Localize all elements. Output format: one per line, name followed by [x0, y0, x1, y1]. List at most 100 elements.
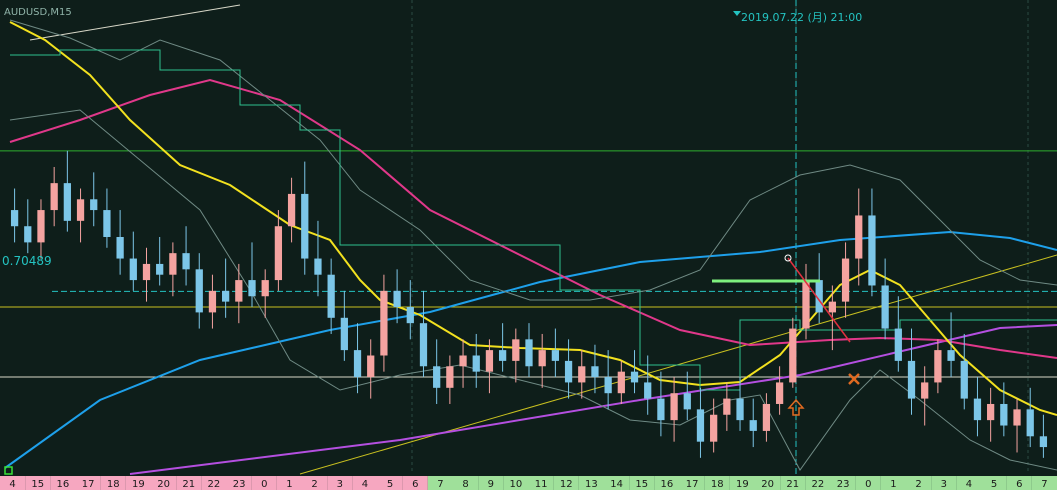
candle-body	[723, 398, 731, 415]
time-axis-cell	[629, 476, 655, 490]
time-axis-cell	[151, 476, 177, 490]
candle-body	[1000, 403, 1008, 426]
time-axis-cell	[704, 476, 730, 490]
candle-body	[815, 280, 823, 313]
time-axis-label: 13	[585, 479, 598, 490]
candle-body	[921, 382, 929, 399]
candle-body	[894, 328, 902, 361]
candle-body	[472, 355, 480, 372]
candle-body	[235, 280, 243, 302]
time-axis-label: 2	[915, 479, 921, 490]
time-axis-label: 18	[107, 479, 120, 490]
time-axis-label: 0	[865, 479, 871, 490]
origin-marker-icon	[4, 466, 13, 475]
candle-body	[169, 253, 177, 275]
time-axis-label: 11	[535, 479, 548, 490]
time-axis-cell	[931, 476, 957, 490]
candle-body	[301, 193, 309, 259]
candle-body	[591, 366, 599, 378]
candle-body	[841, 258, 850, 302]
time-axis-label: 22	[208, 479, 221, 490]
candle-body	[762, 403, 771, 431]
time-axis-cell	[679, 476, 705, 490]
time-axis-label: 6	[1016, 479, 1022, 490]
time-axis-label: 12	[560, 479, 573, 490]
candle-body	[37, 210, 45, 243]
time-axis-label: 10	[510, 479, 523, 490]
time-axis-cell	[503, 476, 529, 490]
candle-body	[802, 280, 810, 329]
time-axis-label: 7	[1041, 479, 1047, 490]
time-axis-cell	[100, 476, 126, 490]
purple-ma	[129, 324, 1057, 475]
time-axis-cell	[855, 476, 881, 490]
candle-body	[630, 371, 639, 383]
candle-body	[973, 398, 982, 421]
candle-body	[868, 215, 876, 286]
candle-body	[248, 280, 256, 297]
time-axis-cell	[553, 476, 579, 490]
time-axis-cell	[654, 476, 680, 490]
candle-body	[1013, 409, 1021, 426]
candle-body	[710, 414, 718, 442]
time-axis-cell	[302, 476, 328, 490]
candle-body	[907, 360, 916, 399]
time-axis-label: 19	[132, 479, 145, 490]
up-arrow-icon	[787, 398, 805, 416]
time-axis-cell	[729, 476, 755, 490]
candle-body	[498, 350, 507, 361]
candle-body	[10, 210, 19, 227]
time-axis-label: 5	[991, 479, 997, 490]
candle-body	[116, 237, 124, 259]
time-axis-cell	[578, 476, 604, 490]
time-axis-label: 23	[233, 479, 246, 490]
candle-body	[50, 183, 58, 211]
time-axis-label: 14	[610, 479, 623, 490]
time-axis-cell	[880, 476, 906, 490]
signal-entry-marker	[784, 254, 792, 262]
time-axis-cell	[276, 476, 302, 490]
candle-body	[670, 393, 678, 421]
candle-body	[380, 290, 388, 356]
candle-body	[353, 350, 362, 378]
candle-body	[604, 377, 612, 394]
candle-body	[828, 301, 836, 313]
magenta-ma	[9, 78, 1057, 359]
candle-body	[419, 323, 428, 367]
time-axis-cell	[1031, 476, 1057, 490]
time-axis-cell	[755, 476, 781, 490]
candle-body	[855, 215, 863, 259]
band-lower	[9, 109, 1057, 471]
time-axis-cell	[226, 476, 252, 490]
candle-body	[433, 366, 441, 388]
time-axis-label: 17	[686, 479, 699, 490]
candle-body	[512, 339, 520, 361]
time-axis-cell	[50, 476, 76, 490]
candle-body	[696, 409, 705, 442]
candle-body	[142, 263, 151, 281]
candle-body	[749, 420, 757, 431]
time-axis-cell	[327, 476, 353, 490]
time-axis-cell	[75, 476, 101, 490]
candle-body	[683, 393, 691, 410]
candle-body	[538, 350, 546, 367]
candle-body	[406, 307, 414, 324]
time-axis-cell	[604, 476, 630, 490]
time-axis-label: 21	[786, 479, 799, 490]
yellow-ma	[9, 21, 1057, 416]
candle-body	[63, 183, 71, 221]
time-axis-label: 4	[9, 479, 15, 490]
time-axis-label: 20	[157, 479, 170, 490]
candle-body	[525, 339, 533, 367]
candle-body	[551, 350, 560, 361]
signal-line	[787, 257, 851, 343]
time-axis-label: 2	[311, 479, 317, 490]
time-axis-label: 15	[31, 479, 44, 490]
time-axis-cell	[906, 476, 932, 490]
time-axis-label: 20	[761, 479, 774, 490]
time-axis-label: 3	[337, 479, 343, 490]
candle-body	[90, 199, 98, 211]
time-axis-label: 17	[82, 479, 95, 490]
